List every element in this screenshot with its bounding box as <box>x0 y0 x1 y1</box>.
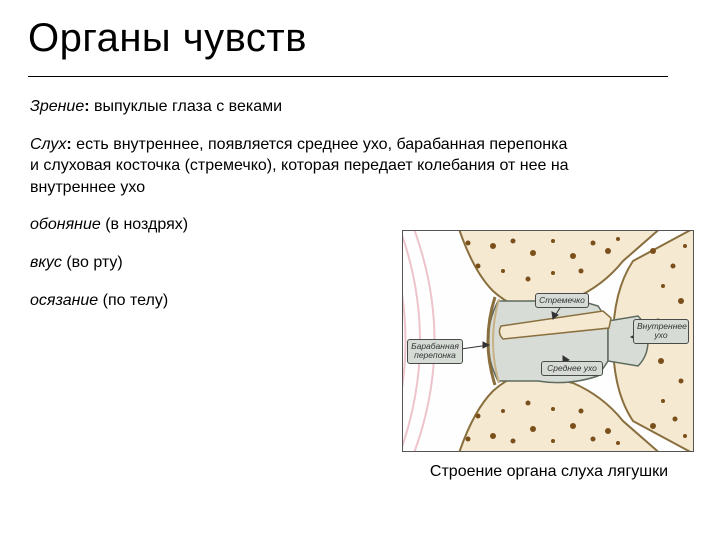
hearing-line: Слух: есть внутреннее, появляется средне… <box>30 134 570 199</box>
label-middle-ear: Среднее ухо <box>541 361 603 376</box>
smell-rest: (в ноздрях) <box>101 216 188 233</box>
vision-line: Зрение: выпуклые глаза с веками <box>30 96 570 118</box>
smell-term: обоняние <box>30 216 101 233</box>
ear-diagram: Барабаннаяперепонка Стремечко Среднее ух… <box>402 230 694 452</box>
vision-term: Зрение <box>30 98 84 115</box>
label-stapes: Стремечко <box>535 293 589 308</box>
taste-term: вкус <box>30 254 62 271</box>
hearing-term: Слух <box>30 136 66 153</box>
label-inner-ear: Внутреннееухо <box>633 319 689 344</box>
slide: Органы чувств Зрение: выпуклые глаза с в… <box>0 0 720 540</box>
touch-term: осязание <box>30 292 98 309</box>
taste-rest: (во рту) <box>62 254 123 271</box>
vision-rest: выпуклые глаза с веками <box>90 98 283 115</box>
page-title: Органы чувств <box>28 16 307 61</box>
hearing-rest: есть внутреннее, появляется среднее ухо,… <box>30 136 569 196</box>
figure-caption: Строение органа слуха лягушки <box>404 462 694 482</box>
label-tympanic: Барабаннаяперепонка <box>407 339 463 364</box>
touch-rest: (по телу) <box>98 292 168 309</box>
title-underline <box>28 76 668 77</box>
